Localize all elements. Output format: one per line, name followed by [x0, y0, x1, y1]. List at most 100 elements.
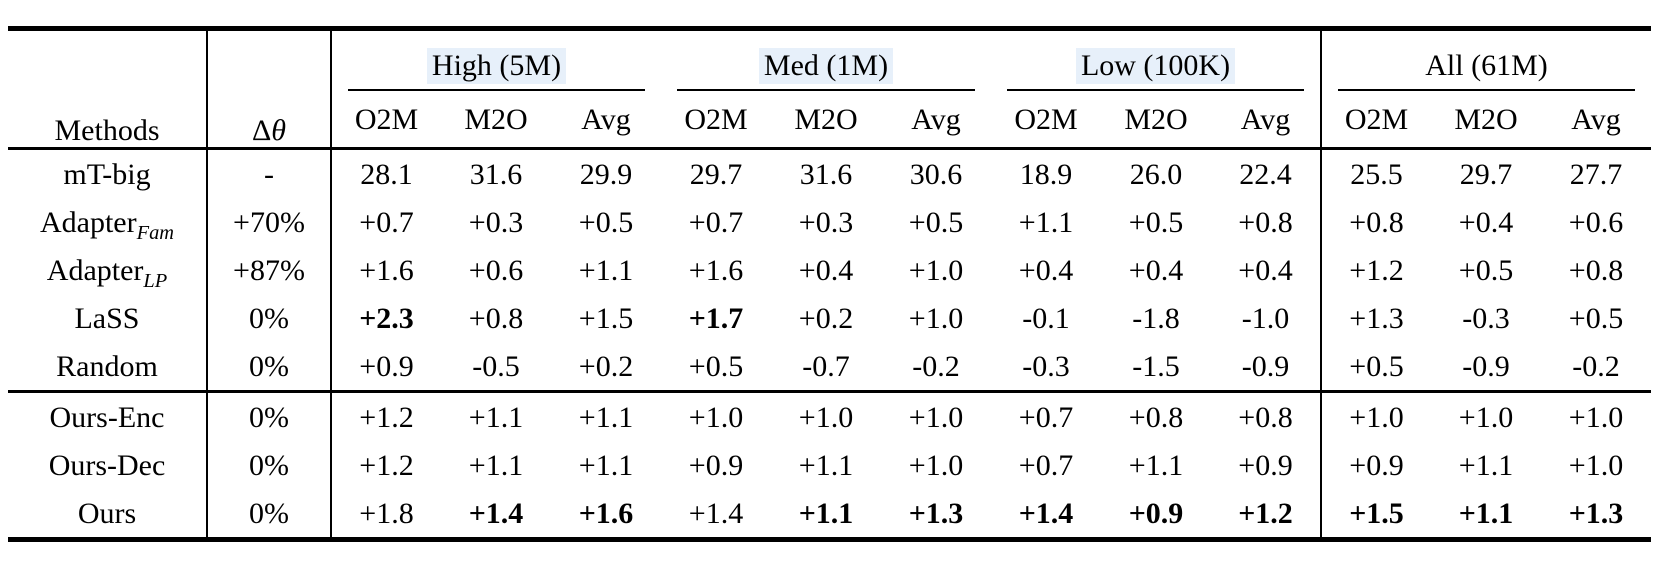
value-cell: -0.2 [1572, 349, 1620, 383]
value-cell: -1.8 [1132, 301, 1180, 335]
value-cell: +1.1 [1458, 448, 1514, 482]
method-cell: LaSS [8, 294, 208, 342]
table-section-baselines: mT-big -28.1 31.6 29.9 29.7 31.6 30.6 18.9 26.0 2… [8, 148, 1652, 392]
delta-theta-cell: +70% [207, 198, 332, 246]
value-cell: 29.7 [689, 157, 743, 191]
delta-theta-column-header: Δθ [207, 28, 332, 149]
value-cell: +2.3 [359, 301, 414, 335]
method-cell: mT-big [8, 148, 208, 198]
value-cell: 29.7 [1459, 157, 1513, 191]
value-cell: -0.7 [802, 349, 850, 383]
group-header-all: All (61M) [1321, 29, 1651, 91]
value-cell: +0.5 [1128, 205, 1184, 239]
value-cell: 31.6 [799, 157, 853, 191]
value-cell: +0.8 [1211, 198, 1323, 246]
value-cell: +0.9 [1128, 496, 1184, 530]
value-cell: +0.8 [468, 301, 524, 335]
value-cell: -0.2 [912, 349, 960, 383]
value-cell: +0.4 [1211, 246, 1323, 294]
value-cell: +0.4 [1458, 205, 1514, 239]
table-row: AdapterLP +87% +1.6 +0.6 +1.1 +1.6 +0.4 +1.0 +0.… [8, 246, 1651, 294]
delta-theta-cell: 0% [207, 391, 332, 441]
group-label-med: Med (1M) [758, 48, 894, 84]
delta-theta-cell: 0% [207, 342, 332, 392]
delta-theta-cell: 0% [207, 441, 332, 489]
value-cell: +0.8 [1568, 253, 1624, 287]
value-cell: +1.1 [578, 448, 634, 482]
value-cell: +0.6 [1568, 205, 1624, 239]
subcol-header-avg: Avg [911, 102, 961, 136]
value-cell: +1.4 [468, 496, 524, 530]
value-cell: +0.9 [1349, 448, 1404, 482]
subcol-header-m2o: M2O [1124, 102, 1188, 136]
value-cell: +0.9 [359, 349, 414, 383]
table-section-ours: Ours-Enc 0% +1.2 +1.1 +1.1 +1.0 +1.0 +1.0 +0.7 +0… [8, 391, 1651, 540]
value-cell: +1.2 [1349, 253, 1404, 287]
value-cell: +0.7 [359, 205, 414, 239]
delta-symbol: Δ [251, 114, 272, 147]
value-cell: -0.9 [1462, 349, 1510, 383]
value-cell: +0.8 [1349, 205, 1404, 239]
value-cell: +1.7 [688, 301, 744, 335]
value-cell: +1.6 [359, 253, 414, 287]
value-cell: 22.4 [1211, 148, 1323, 198]
method-subscript: LP [143, 269, 168, 292]
table-row: Ours-Enc 0% +1.2 +1.1 +1.1 +1.0 +1.0 +1.0 +0.7 +0… [8, 391, 1651, 441]
value-cell: +1.8 [359, 496, 414, 530]
table-header: Methods Δθ High (5M) Med (1M) Low (100K)… [8, 28, 1652, 149]
value-cell: -0.1 [1022, 301, 1070, 335]
delta-theta-cell: - [207, 148, 332, 198]
delta-theta-cell: 0% [207, 489, 332, 540]
value-cell: +1.0 [688, 400, 744, 434]
group-underline [348, 89, 645, 91]
value-cell: -1.0 [1211, 294, 1323, 342]
subcol-header-m2o: M2O [794, 102, 858, 136]
value-cell: -1.5 [1132, 349, 1180, 383]
value-cell: +1.0 [908, 400, 964, 434]
table-row: Random 0% +0.9 -0.5 +0.2 +0.5 -0.7 -0.2 -0.3 -1.5… [8, 342, 1651, 392]
value-cell: +0.4 [1018, 253, 1074, 287]
method-subscript: Fam [136, 221, 174, 244]
value-cell: +0.5 [908, 205, 964, 239]
subcol-header-o2m: O2M [1344, 102, 1409, 136]
value-cell: 25.5 [1350, 157, 1403, 191]
value-cell: +0.7 [1018, 448, 1074, 482]
subcol-header-avg: Avg [581, 102, 631, 136]
subcol-header-avg: Avg [1571, 102, 1621, 136]
value-cell: +0.2 [578, 349, 634, 383]
value-cell: +0.7 [1018, 400, 1074, 434]
value-cell: +0.2 [798, 301, 854, 335]
group-label-high: High (5M) [426, 48, 567, 84]
value-cell: +0.8 [1128, 400, 1184, 434]
value-cell: +1.0 [1349, 400, 1404, 434]
value-cell: +1.0 [908, 448, 964, 482]
subcol-header-avg: Avg [1211, 91, 1323, 149]
method-cell: AdapterFam [8, 198, 208, 246]
value-cell: +0.8 [1211, 391, 1323, 441]
value-cell: +1.2 [359, 448, 414, 482]
value-cell: 27.7 [1569, 157, 1623, 191]
subcol-header-o2m: O2M [354, 102, 419, 136]
delta-theta-cell: 0% [207, 294, 332, 342]
value-cell: +0.7 [688, 205, 744, 239]
subcol-header-o2m: O2M [1014, 102, 1078, 136]
value-cell: +1.1 [578, 400, 634, 434]
group-header-row: Methods Δθ High (5M) Med (1M) Low (100K)… [8, 28, 1651, 149]
group-header-med: Med (1M) [661, 29, 991, 91]
paper-table-page: Methods Δθ High (5M) Med (1M) Low (100K)… [8, 26, 1652, 542]
value-cell: +1.2 [359, 400, 414, 434]
subcol-header-m2o: M2O [464, 102, 528, 136]
value-cell: +1.1 [1458, 496, 1514, 530]
method-cell: AdapterLP [8, 246, 208, 294]
value-cell: +1.1 [1018, 205, 1074, 239]
method-cell: Ours-Enc [8, 391, 208, 441]
group-underline [1338, 89, 1636, 91]
value-cell: -0.5 [472, 349, 520, 383]
value-cell: +1.3 [908, 496, 964, 530]
value-cell: +0.5 [1568, 301, 1624, 335]
group-header-high: High (5M) [331, 29, 661, 91]
value-cell: 26.0 [1129, 157, 1183, 191]
delta-theta-cell: +87% [207, 246, 332, 294]
value-cell: +1.4 [688, 496, 744, 530]
value-cell: +0.5 [578, 205, 634, 239]
